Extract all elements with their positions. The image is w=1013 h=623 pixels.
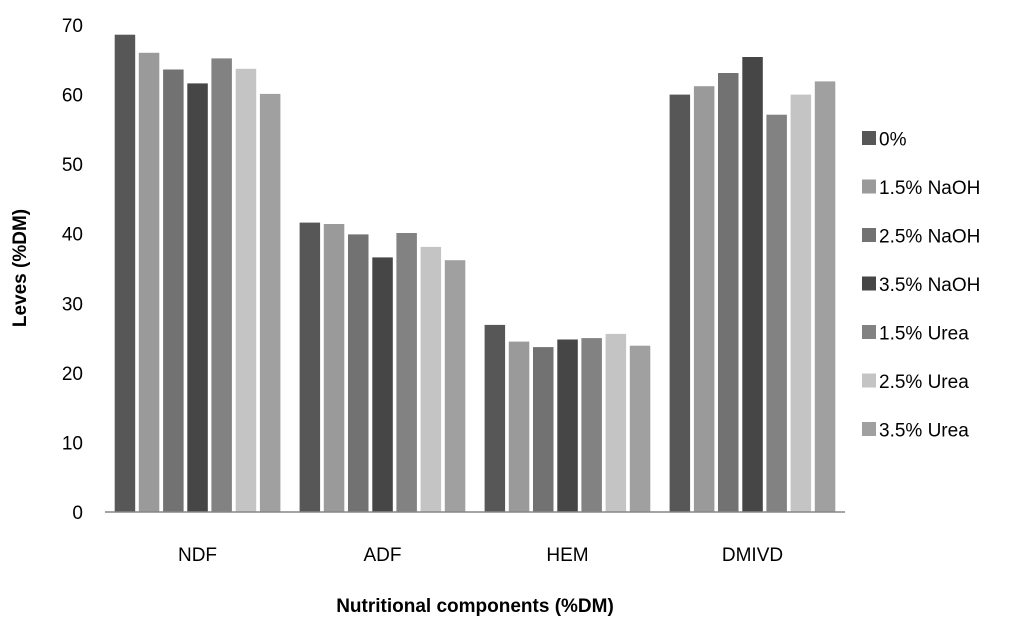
bar [259, 93, 281, 513]
legend-item: 0% [862, 130, 907, 151]
bar [605, 333, 627, 512]
bar [323, 224, 345, 512]
x-category-label: HEM [546, 545, 588, 566]
bar [629, 345, 651, 512]
legend-swatch [862, 179, 876, 194]
y-tick-label: 70 [62, 16, 83, 37]
legend-label: 3.5% NaOH [879, 275, 980, 296]
bar [444, 260, 466, 512]
bar [533, 347, 554, 512]
bar [508, 341, 530, 512]
bar [484, 324, 506, 512]
legend-item: 1.5% Urea [862, 324, 969, 345]
bar [766, 114, 787, 512]
bar [348, 234, 369, 512]
x-category-label: ADF [364, 545, 402, 566]
y-tick-label: 0 [72, 503, 83, 524]
legend-label: 3.5% Urea [879, 421, 969, 442]
bar [790, 94, 812, 512]
legend-item: 3.5% Urea [862, 421, 969, 442]
legend-item: 1.5% NaOH [862, 178, 980, 199]
bar [581, 338, 602, 512]
y-tick-label: 10 [62, 433, 83, 454]
legend-item: 3.5% NaOH [862, 275, 980, 296]
legend-swatch [862, 131, 876, 145]
legend-label: 0% [879, 130, 907, 151]
bar [396, 233, 417, 512]
y-tick-label: 50 [62, 155, 83, 176]
bar [693, 86, 715, 512]
y-tick-label: 20 [62, 364, 83, 385]
bar [669, 94, 691, 512]
bar [742, 57, 763, 512]
legend: 0% 1.5% NaOH 2.5% NaOH 3.5% NaOH 1.5% Urea 2.… [862, 130, 980, 442]
legend-item: 2.5% Urea [862, 372, 969, 393]
bar [299, 222, 321, 512]
legend-swatch [862, 276, 876, 291]
y-tick-label: 30 [62, 294, 83, 315]
legend-swatch [862, 228, 876, 242]
bars [114, 34, 836, 513]
legend-item: 2.5% NaOH [862, 227, 980, 248]
x-axis-title: Nutritional components (%DM) [336, 596, 614, 617]
legend-label: 2.5% NaOH [879, 227, 980, 248]
legend-swatch [862, 373, 876, 388]
legend-label: 1.5% NaOH [879, 178, 980, 199]
y-axis-ticks: 0 10 20 30 40 50 60 70 [62, 16, 83, 524]
legend-swatch [862, 422, 876, 436]
y-axis-title: Leves (%DM) [10, 209, 31, 327]
x-category-label: NDF [178, 545, 217, 566]
bar [814, 81, 836, 513]
bar [211, 58, 232, 513]
bar [420, 246, 442, 512]
bar [557, 339, 578, 512]
legend-swatch [862, 325, 876, 339]
bar [163, 69, 184, 512]
x-axis-categories: NDF ADF HEM DMIVD [178, 545, 783, 566]
legend-label: 2.5% Urea [879, 372, 969, 393]
x-category-label: DMIVD [722, 545, 783, 566]
bar [718, 73, 739, 512]
bar [114, 34, 136, 512]
bar [235, 68, 257, 513]
y-tick-label: 60 [62, 86, 83, 107]
bar [372, 257, 393, 512]
bar [138, 52, 160, 513]
bar [187, 83, 208, 513]
y-tick-label: 40 [62, 225, 83, 246]
legend-label: 1.5% Urea [879, 324, 969, 345]
